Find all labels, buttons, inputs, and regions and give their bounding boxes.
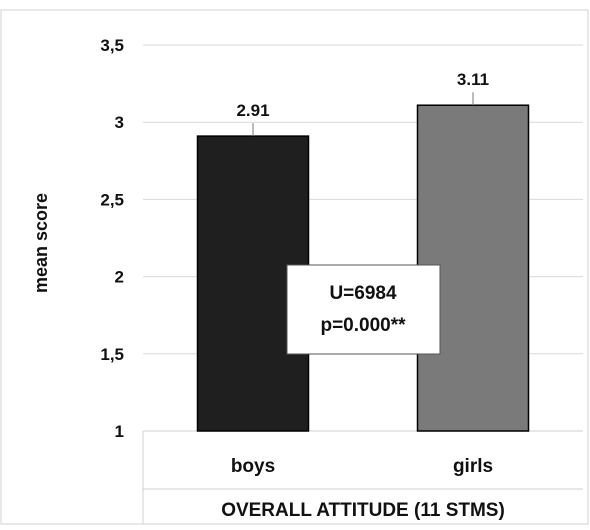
y-tick-label: 1,5	[100, 345, 124, 364]
data-label-layer: 2.91 3.11	[236, 70, 489, 137]
y-tick-label: 3	[115, 113, 124, 132]
category-label-boys: boys	[231, 456, 275, 477]
x-axis-title: OVERALL ATTITUDE (11 STMS)	[221, 500, 505, 521]
data-label-girls: 3.11	[457, 70, 489, 89]
annotation-box	[286, 264, 441, 355]
y-tick-labels: 1 1,5 2 2,5 3 3,5	[100, 36, 124, 441]
y-tick-label: 2	[115, 268, 124, 287]
category-label-girls: girls	[453, 456, 493, 477]
y-axis-title: mean score	[31, 193, 51, 293]
stat-annotation-box: U=6984 p=0.000**	[286, 264, 441, 355]
y-tick-label: 2,5	[100, 190, 124, 209]
data-label-boys: 2.91	[236, 101, 269, 120]
y-tick-label: 3,5	[100, 36, 124, 55]
annotation-line-1: U=6984	[329, 283, 397, 304]
annotation-line-2: p=0.000**	[320, 315, 406, 336]
category-labels: boys girls	[231, 456, 493, 477]
y-tick-label: 1	[115, 422, 124, 441]
